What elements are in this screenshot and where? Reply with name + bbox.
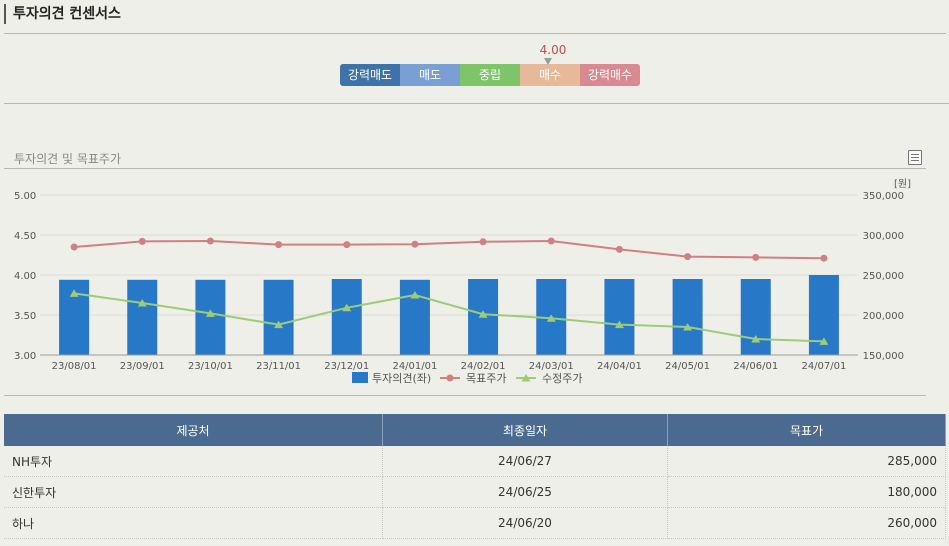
adjusted-price-point: [274, 320, 284, 329]
provider-cell: 하나: [4, 507, 383, 539]
target-price-line: [74, 239, 824, 260]
bar: [195, 279, 226, 355]
chart: 5.00 4.50 4.00 3.50 3.00 350,000 300,000 250,00…: [14, 178, 911, 385]
bar: [672, 279, 703, 355]
table-row: 신한투자 24/06/25 180,000: [4, 476, 946, 508]
target-cell: 285,000: [667, 446, 946, 477]
target-price-point: [275, 241, 283, 249]
target-price-point: [547, 237, 555, 245]
y-left-tick-label: 3.50: [14, 311, 36, 322]
y-right-unit-label: [원]: [894, 178, 911, 190]
scale-strong-buy: 강력매수: [580, 64, 640, 86]
x-tick-label: 24/02/01: [461, 361, 506, 372]
bar: [127, 279, 158, 355]
legend-label-adjusted: 수정주가: [542, 372, 582, 385]
adjusted-price-point: [342, 303, 352, 312]
y-right-tick-label: 300,000: [863, 231, 904, 242]
target-price-point: [752, 253, 760, 261]
x-tick-label: 24/07/01: [801, 361, 846, 372]
table-row: NH투자 24/06/27 285,000: [4, 446, 946, 477]
y-right-tick-label: 350,000: [863, 191, 904, 202]
x-tick-label: 23/11/01: [256, 361, 301, 372]
col-target-price: 목표가: [667, 414, 946, 446]
target-price-point: [138, 237, 146, 245]
legend-label-opinion: 투자의견(좌): [372, 372, 431, 385]
date-cell: 24/06/27: [382, 446, 668, 477]
scale-hold: 중립: [460, 64, 520, 86]
x-tick-label: 24/06/01: [733, 361, 778, 372]
date-cell: 24/06/25: [382, 476, 668, 508]
scale-strong-sell: 강력매도: [340, 64, 400, 86]
bar: [263, 279, 294, 355]
y-right-tick-label: 150,000: [863, 351, 904, 362]
date-cell: 24/06/20: [382, 507, 668, 539]
page-title: 투자의견 컨센서스: [4, 4, 121, 24]
adjusted-price-point: [614, 320, 624, 329]
table-row: 하나 24/06/20 260,000: [4, 507, 946, 539]
x-tick-label: 24/03/01: [529, 361, 574, 372]
document-icon[interactable]: [908, 150, 922, 165]
target-price-point: [343, 241, 351, 249]
divider: [4, 395, 926, 396]
adjusted-price-point: [137, 299, 147, 307]
bar: [740, 279, 771, 355]
y-left-tick-label: 4.50: [14, 231, 36, 242]
divider: [4, 168, 926, 169]
col-provider: 제공처: [4, 414, 383, 446]
target-cell: 260,000: [667, 507, 946, 539]
target-cell: 180,000: [667, 476, 946, 508]
x-tick-label: 24/04/01: [597, 361, 642, 372]
adjusted-price-point: [205, 309, 215, 317]
consensus-marker-icon: [544, 58, 552, 65]
x-tick-label: 24/01/01: [392, 361, 437, 372]
chart-subtitle: 투자의견 및 목표주가: [14, 152, 121, 166]
x-tick-label: 24/05/01: [665, 361, 710, 372]
legend-marker-adjusted: [521, 374, 531, 382]
x-tick-label: 23/10/01: [188, 361, 233, 372]
scale-sell: 매도: [400, 64, 460, 86]
adjusted-price-point: [819, 337, 829, 345]
bar: [604, 279, 635, 355]
adjusted-price-point: [69, 289, 79, 297]
y-left-tick-label: 5.00: [14, 191, 36, 202]
y-right-tick-label: 250,000: [863, 271, 904, 282]
x-tick-label: 23/12/01: [324, 361, 369, 372]
y-left-tick-label: 4.00: [14, 271, 36, 282]
target-price-point: [615, 245, 623, 253]
divider: [4, 103, 949, 104]
adjusted-price-point: [683, 323, 693, 331]
target-price-point: [684, 253, 692, 261]
y-right-tick-label: 200,000: [863, 311, 904, 322]
provider-cell: NH투자: [4, 446, 383, 477]
consensus-table: 제공처 최종일자 목표가 NH투자 24/06/27 285,000 신한투자 …: [4, 414, 946, 539]
target-price-point: [206, 237, 214, 245]
target-price-point: [411, 240, 419, 248]
x-tick-label: 23/08/01: [52, 361, 97, 372]
consensus-score: 4.00: [539, 43, 567, 57]
legend-marker-target: [446, 374, 454, 382]
target-price-point: [70, 243, 78, 251]
adjusted-price-point: [546, 314, 556, 322]
adjusted-price-point: [478, 310, 488, 318]
adjusted-price-point: [410, 291, 420, 299]
divider: [4, 33, 946, 34]
y-left-tick-label: 3.00: [14, 351, 36, 362]
target-price-point: [479, 238, 487, 246]
adjusted-price-line: [73, 292, 824, 343]
x-tick-label: 23/09/01: [120, 361, 165, 372]
adjusted-price-point: [751, 335, 761, 343]
legend-label-target: 목표주가: [466, 372, 506, 385]
provider-cell: 신한투자: [4, 476, 383, 508]
target-price-point: [820, 254, 828, 262]
legend-swatch-opinion: [352, 372, 368, 383]
consensus-scale: 강력매도 매도 중립 매수 강력매수: [340, 64, 640, 86]
col-last-date: 최종일자: [382, 414, 668, 446]
scale-buy: 매수: [520, 64, 580, 86]
bar: [331, 279, 362, 355]
